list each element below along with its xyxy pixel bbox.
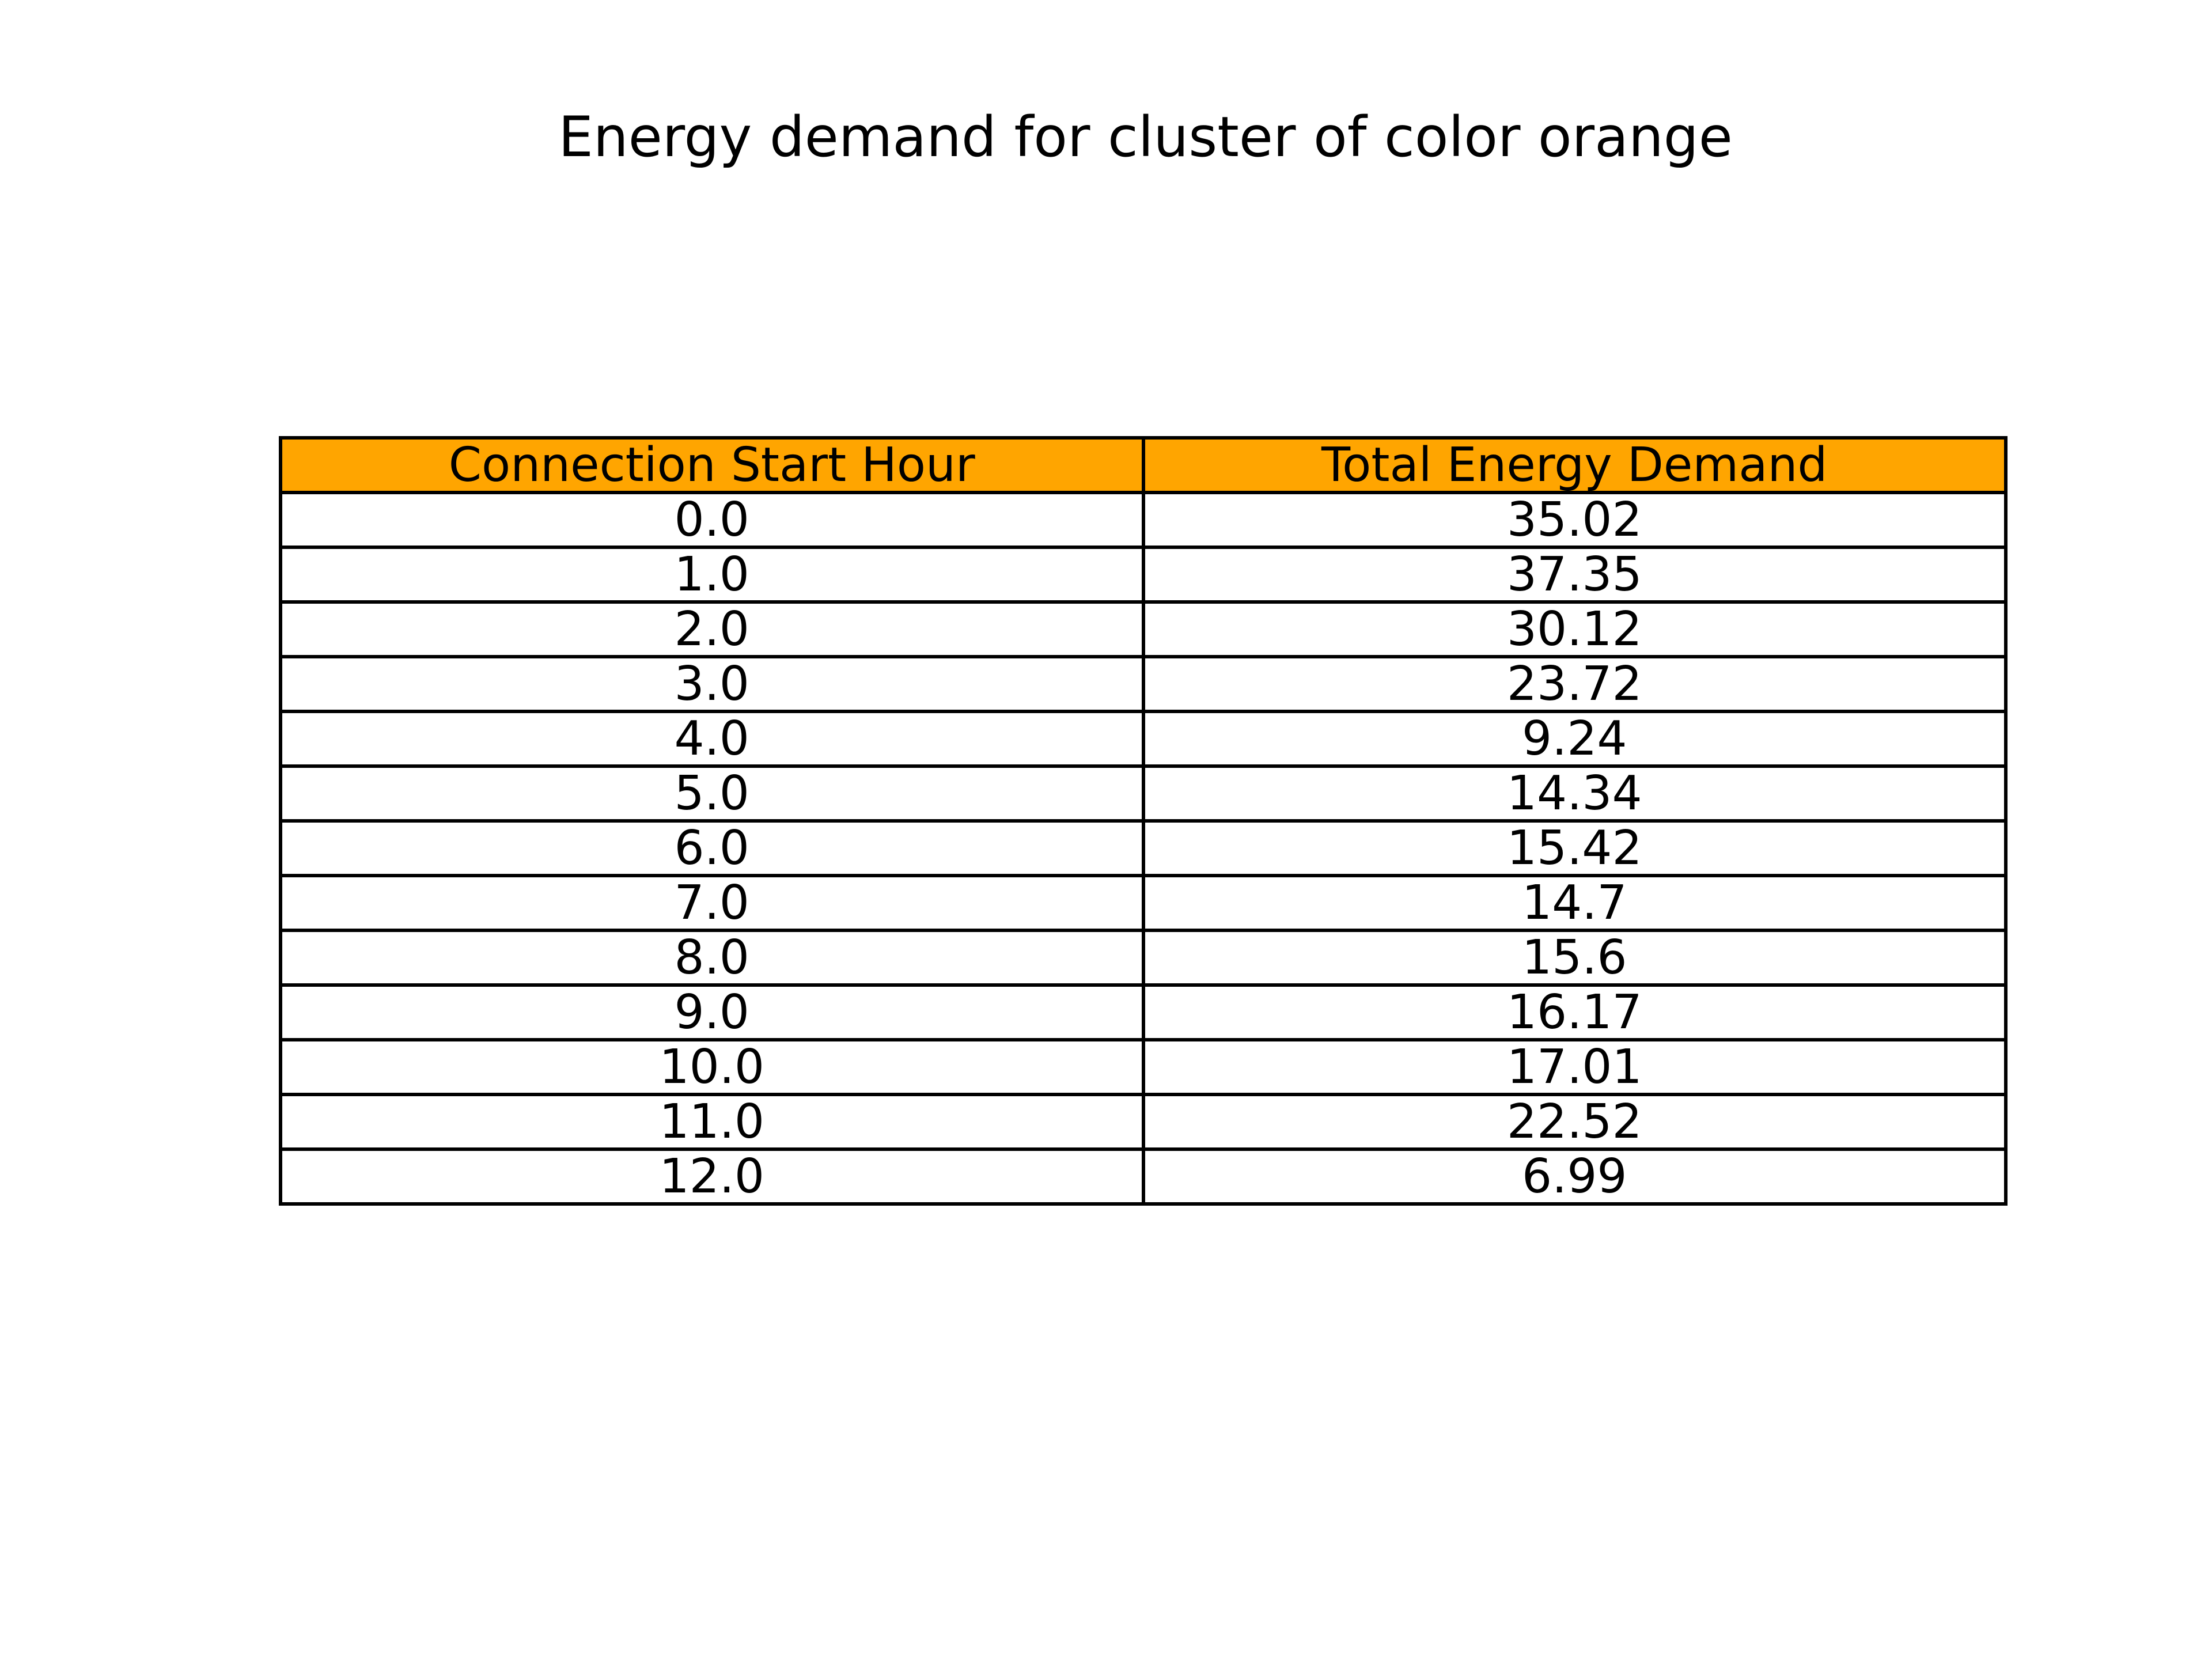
table-row: 2.0 30.12 (279, 600, 2008, 658)
table-row: 12.0 6.99 (279, 1147, 2008, 1206)
cell-connection-start-hour: 9.0 (279, 983, 1145, 1041)
table-row: 8.0 15.6 (279, 929, 2008, 987)
energy-demand-table: Connection Start Hour Total Energy Deman… (279, 436, 2008, 1206)
header-total-energy-demand: Total Energy Demand (1141, 436, 2008, 494)
table-row: 10.0 17.01 (279, 1038, 2008, 1096)
cell-connection-start-hour: 2.0 (279, 600, 1145, 658)
table-row: 4.0 9.24 (279, 710, 2008, 768)
cell-connection-start-hour: 12.0 (279, 1147, 1145, 1206)
table-row: 3.0 23.72 (279, 655, 2008, 713)
cell-total-energy-demand: 23.72 (1141, 655, 2008, 713)
table-row: 9.0 16.17 (279, 983, 2008, 1041)
cell-connection-start-hour: 1.0 (279, 546, 1145, 604)
cell-total-energy-demand: 35.02 (1141, 491, 2008, 549)
cell-total-energy-demand: 14.34 (1141, 764, 2008, 823)
cell-total-energy-demand: 9.24 (1141, 710, 2008, 768)
table-row: 11.0 22.52 (279, 1093, 2008, 1151)
cell-total-energy-demand: 22.52 (1141, 1093, 2008, 1151)
table-row: 5.0 14.34 (279, 764, 2008, 823)
cell-connection-start-hour: 5.0 (279, 764, 1145, 823)
table-row: 0.0 35.02 (279, 491, 2008, 549)
cell-total-energy-demand: 37.35 (1141, 546, 2008, 604)
table-row: 1.0 37.35 (279, 546, 2008, 604)
cell-connection-start-hour: 10.0 (279, 1038, 1145, 1096)
cell-connection-start-hour: 7.0 (279, 874, 1145, 932)
cell-total-energy-demand: 14.7 (1141, 874, 2008, 932)
cell-total-energy-demand: 15.6 (1141, 929, 2008, 987)
cell-total-energy-demand: 6.99 (1141, 1147, 2008, 1206)
cell-connection-start-hour: 11.0 (279, 1093, 1145, 1151)
table-row: 6.0 15.42 (279, 819, 2008, 877)
table-header-row: Connection Start Hour Total Energy Deman… (279, 436, 2008, 494)
cell-connection-start-hour: 4.0 (279, 710, 1145, 768)
cell-connection-start-hour: 8.0 (279, 929, 1145, 987)
cell-total-energy-demand: 17.01 (1141, 1038, 2008, 1096)
header-connection-start-hour: Connection Start Hour (279, 436, 1145, 494)
cell-connection-start-hour: 0.0 (279, 491, 1145, 549)
cell-total-energy-demand: 30.12 (1141, 600, 2008, 658)
cell-connection-start-hour: 3.0 (279, 655, 1145, 713)
cell-total-energy-demand: 16.17 (1141, 983, 2008, 1041)
cell-connection-start-hour: 6.0 (279, 819, 1145, 877)
table-body: 0.0 35.02 1.0 37.35 2.0 30.12 3.0 23.72 4.0 9.24 5… (279, 491, 2008, 1206)
cell-total-energy-demand: 15.42 (1141, 819, 2008, 877)
table-row: 7.0 14.7 (279, 874, 2008, 932)
chart-title: Energy demand for cluster of color orang… (558, 105, 1733, 169)
